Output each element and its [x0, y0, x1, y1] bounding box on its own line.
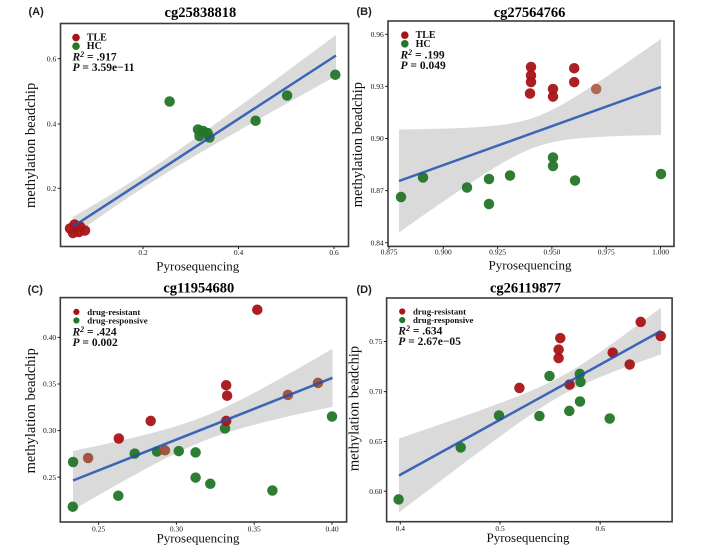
svg-text:1.000: 1.000	[652, 248, 669, 257]
svg-text:0.25: 0.25	[92, 524, 105, 533]
svg-text:0.40: 0.40	[43, 333, 56, 342]
svg-text:0.4: 0.4	[47, 120, 57, 129]
svg-text:0.87: 0.87	[371, 186, 384, 195]
svg-text:0.84: 0.84	[371, 238, 384, 247]
svg-text:P = 0.002: P = 0.002	[73, 337, 118, 349]
svg-text:0.925: 0.925	[489, 248, 506, 257]
svg-text:0.900: 0.900	[435, 248, 452, 257]
svg-text:cg25838818: cg25838818	[165, 5, 237, 21]
svg-text:0.4: 0.4	[234, 248, 244, 257]
svg-text:0.30: 0.30	[43, 426, 56, 435]
svg-text:P = 3.59e−11: P = 3.59e−11	[73, 62, 135, 74]
svg-text:0.90: 0.90	[371, 134, 384, 143]
svg-text:0.5: 0.5	[495, 524, 505, 533]
svg-text:0.75: 0.75	[369, 337, 382, 346]
svg-text:Pyrosequencing: Pyrosequencing	[156, 531, 240, 546]
svg-text:methylation beadchip: methylation beadchip	[350, 82, 366, 207]
svg-text:0.2: 0.2	[138, 248, 148, 257]
svg-text:HC: HC	[416, 39, 431, 50]
svg-text:methylation beadchip: methylation beadchip	[23, 348, 39, 473]
svg-text:Pyrosequencing: Pyrosequencing	[488, 258, 572, 273]
svg-text:Pyrosequencing: Pyrosequencing	[486, 530, 570, 545]
svg-text:(D): (D)	[357, 284, 373, 296]
svg-text:0.950: 0.950	[543, 248, 560, 257]
svg-text:0.25: 0.25	[43, 473, 56, 482]
svg-text:TLE: TLE	[87, 33, 107, 44]
svg-text:0.6: 0.6	[47, 54, 57, 63]
svg-text:0.65: 0.65	[369, 437, 382, 446]
svg-text:0.70: 0.70	[369, 387, 382, 396]
svg-text:0.4: 0.4	[396, 524, 406, 533]
svg-text:drug-resistant: drug-resistant	[87, 307, 140, 317]
svg-text:drug-resistant: drug-resistant	[413, 307, 466, 317]
svg-text:cg11954680: cg11954680	[163, 281, 234, 297]
svg-text:methylation beadchip: methylation beadchip	[23, 83, 39, 208]
svg-text:P = 2.67e−05: P = 2.67e−05	[398, 336, 461, 348]
svg-text:HC: HC	[87, 41, 102, 52]
svg-text:0.2: 0.2	[47, 184, 57, 193]
svg-text:0.6: 0.6	[596, 524, 606, 533]
svg-text:0.96: 0.96	[371, 30, 384, 39]
svg-text:(A): (A)	[29, 6, 45, 18]
svg-text:0.30: 0.30	[170, 524, 183, 533]
svg-text:0.6: 0.6	[329, 248, 339, 257]
svg-text:0.35: 0.35	[248, 524, 261, 533]
svg-text:0.35: 0.35	[43, 380, 56, 389]
svg-text:cg27564766: cg27564766	[494, 5, 566, 21]
svg-text:0.875: 0.875	[381, 248, 398, 257]
svg-text:0.40: 0.40	[325, 524, 338, 533]
svg-text:P = 0.049: P = 0.049	[401, 60, 446, 72]
svg-text:cg26119877: cg26119877	[490, 281, 561, 297]
svg-text:0.60: 0.60	[369, 487, 382, 496]
svg-text:(C): (C)	[28, 284, 44, 296]
svg-text:0.975: 0.975	[598, 248, 615, 257]
svg-text:drug-responsive: drug-responsive	[87, 316, 148, 326]
svg-text:(B): (B)	[357, 6, 373, 18]
svg-text:methylation beadchip: methylation beadchip	[347, 346, 363, 471]
svg-text:drug-responsive: drug-responsive	[413, 315, 474, 325]
svg-text:TLE: TLE	[416, 30, 436, 41]
svg-text:Pyrosequencing: Pyrosequencing	[156, 258, 240, 273]
svg-text:0.93: 0.93	[371, 82, 384, 91]
